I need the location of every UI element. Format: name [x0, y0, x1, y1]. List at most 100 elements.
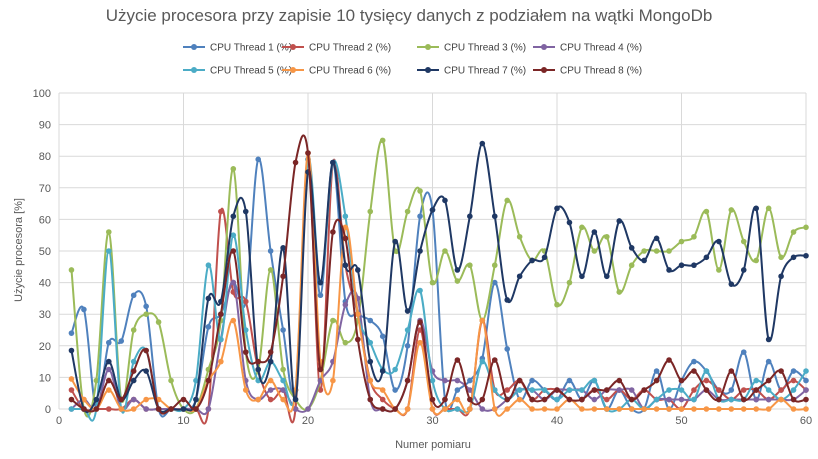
data-point — [417, 248, 423, 254]
data-point — [491, 406, 498, 412]
data-point — [765, 387, 772, 393]
data-point — [106, 377, 112, 384]
data-point — [280, 273, 286, 280]
data-point — [691, 368, 697, 374]
x-tick-label: 20 — [302, 415, 314, 427]
data-point — [130, 368, 137, 374]
data-point — [529, 257, 535, 264]
data-point — [691, 358, 697, 365]
data-point — [504, 396, 511, 403]
data-point — [790, 406, 797, 412]
y-axis-label: Użycie procesora [%] — [13, 198, 25, 302]
data-point — [342, 224, 349, 231]
data-point — [516, 233, 523, 240]
data-point — [504, 346, 511, 352]
data-point — [267, 267, 274, 273]
data-point — [404, 377, 411, 384]
data-point — [118, 406, 125, 412]
data-point — [467, 377, 473, 384]
data-point — [342, 301, 349, 308]
data-point — [604, 396, 610, 403]
y-tick-label: 70 — [39, 183, 51, 195]
data-point — [280, 396, 286, 403]
data-point — [554, 406, 560, 412]
data-point — [454, 387, 461, 393]
data-point — [143, 406, 149, 412]
data-point — [778, 396, 784, 403]
data-point — [442, 406, 448, 412]
data-point — [516, 396, 523, 403]
data-point — [106, 248, 112, 254]
data-point — [641, 257, 647, 264]
data-point — [317, 279, 324, 286]
legend-swatch-marker — [425, 44, 431, 50]
data-point — [691, 406, 697, 412]
y-tick-label: 30 — [39, 309, 51, 321]
data-point — [703, 406, 710, 412]
legend-label: CPU Thread 6 (%) — [309, 66, 391, 77]
x-tick-label: 50 — [675, 415, 687, 427]
y-tick-label: 10 — [39, 372, 51, 384]
data-point — [93, 377, 100, 384]
data-point — [803, 368, 809, 374]
data-point — [68, 267, 75, 273]
data-point — [641, 387, 647, 393]
data-point — [591, 377, 598, 384]
data-point — [255, 156, 261, 163]
data-point — [342, 235, 349, 242]
data-point — [790, 368, 797, 374]
data-point — [529, 396, 535, 403]
data-point — [68, 387, 75, 393]
data-point — [255, 396, 261, 403]
legend-label: CPU Thread 2 (%) — [309, 43, 391, 54]
data-point — [616, 406, 623, 412]
data-point — [379, 396, 386, 403]
data-point — [554, 301, 560, 308]
x-tick-label: 10 — [177, 415, 189, 427]
data-point — [454, 377, 461, 384]
data-point — [753, 396, 759, 403]
data-point — [778, 254, 784, 261]
series-line — [70, 158, 807, 425]
data-point — [678, 406, 685, 412]
data-point — [703, 377, 710, 384]
data-point — [267, 358, 274, 365]
data-point — [765, 358, 772, 365]
data-point — [454, 396, 461, 403]
data-point — [678, 377, 685, 384]
data-point — [691, 396, 697, 403]
data-point — [616, 218, 623, 224]
data-point — [716, 406, 722, 412]
data-point — [591, 406, 598, 412]
data-point — [367, 377, 374, 384]
data-point — [641, 406, 647, 412]
data-point — [541, 387, 548, 393]
data-point — [106, 358, 112, 365]
data-point — [803, 406, 809, 412]
data-point — [653, 377, 660, 384]
data-point — [790, 396, 797, 403]
data-point — [653, 235, 660, 242]
data-point — [143, 396, 149, 403]
legend-item: CPU Thread 6 (%) — [282, 66, 391, 77]
data-point — [678, 387, 685, 393]
y-tick-label: 80 — [39, 151, 51, 163]
data-point — [566, 387, 573, 393]
data-point — [666, 406, 672, 412]
legend-item: CPU Thread 5 (%) — [183, 66, 292, 77]
data-point — [106, 406, 112, 412]
data-point — [242, 327, 249, 333]
y-axis-ticks: 0 10 20 30 40 50 60 70 80 90 100 — [33, 88, 51, 416]
data-point — [130, 327, 137, 333]
data-point — [541, 254, 548, 261]
data-point — [566, 219, 573, 226]
data-point — [392, 238, 398, 245]
x-tick-label: 30 — [426, 415, 438, 427]
series-8 — [68, 134, 809, 415]
data-point — [740, 238, 747, 245]
data-point — [740, 406, 747, 412]
data-point — [591, 229, 598, 235]
data-point — [130, 292, 137, 299]
data-point — [404, 406, 411, 412]
data-point — [641, 248, 647, 254]
